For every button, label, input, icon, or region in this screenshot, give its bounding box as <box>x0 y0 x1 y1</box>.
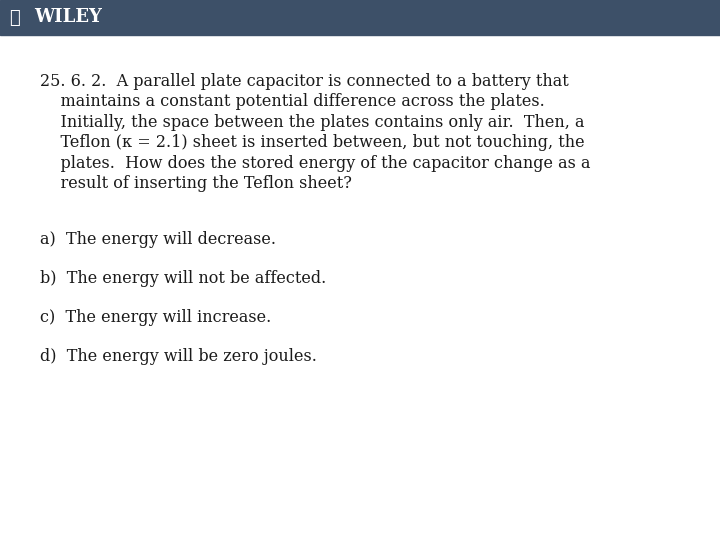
Text: maintains a constant potential difference across the plates.: maintains a constant potential differenc… <box>40 93 544 110</box>
Text: WILEY: WILEY <box>35 9 102 26</box>
Text: plates.  How does the stored energy of the capacitor change as a: plates. How does the stored energy of th… <box>40 155 590 172</box>
Text: c)  The energy will increase.: c) The energy will increase. <box>40 309 271 326</box>
Text: a)  The energy will decrease.: a) The energy will decrease. <box>40 231 276 248</box>
Bar <box>0 0 720 35</box>
Text: 25. 6. 2.  A parallel plate capacitor is connected to a battery that: 25. 6. 2. A parallel plate capacitor is … <box>40 73 568 90</box>
Text: ⓦ: ⓦ <box>9 9 19 26</box>
Text: Initially, the space between the plates contains only air.  Then, a: Initially, the space between the plates … <box>40 114 584 131</box>
Text: d)  The energy will be zero joules.: d) The energy will be zero joules. <box>40 348 317 364</box>
Text: b)  The energy will not be affected.: b) The energy will not be affected. <box>40 270 326 287</box>
Text: Teflon (κ = 2.1) sheet is inserted between, but not touching, the: Teflon (κ = 2.1) sheet is inserted betwe… <box>40 134 584 151</box>
Text: result of inserting the Teflon sheet?: result of inserting the Teflon sheet? <box>40 176 351 192</box>
